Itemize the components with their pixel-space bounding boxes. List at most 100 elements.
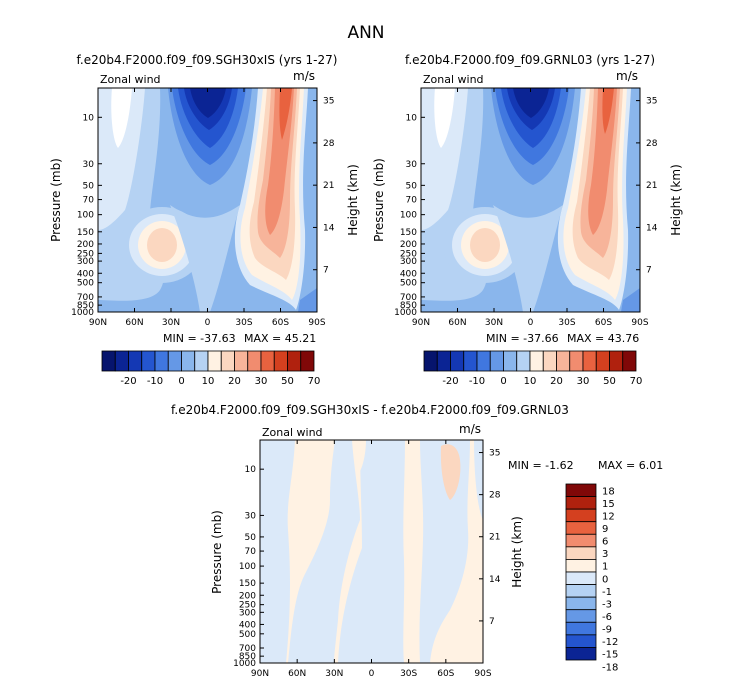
y2-tick-label: 7 [489,617,495,627]
x-tick-label: 60N [288,669,306,679]
panel-diff-y2label: Height (km) [510,516,524,587]
x-tick-label: 30N [162,318,180,328]
colorbar-bin [565,559,597,573]
field-contour [621,288,640,312]
colorbar-bin [273,350,288,372]
panel-diff-field [260,440,483,663]
colorbar-bin [247,350,262,372]
colorbar-bin [595,350,610,372]
colorbar-bin [463,350,478,372]
panel-right-axes: 90N 60N 30N 0 30S 60S 90S103050701001502002503… [394,88,658,328]
colorbar-label: -1 [602,587,612,598]
colorbar-label: 70 [308,376,321,387]
panel-left-y2label: Height (km) [346,164,360,235]
y-tick-label: 10 [83,113,95,123]
y-tick-label: 100 [77,211,94,221]
y-tick-label: 700 [400,293,417,303]
colorbar-label: 20 [228,376,241,387]
y2-tick-label: 28 [646,139,658,149]
field-contour [588,88,617,235]
panel-right-ylabel: Pressure (mb) [372,158,386,242]
colorbar-bin [476,350,491,372]
field-contour [421,88,468,230]
y-tick-label: 300 [400,257,417,267]
y-tick-label: 400 [77,269,94,279]
field-contour [260,440,295,663]
x-tick-label: 60S [272,318,289,328]
colorbar-bin [569,350,584,372]
panel-right-field-label: Zonal wind [423,73,484,86]
colorbar-bin [101,350,116,372]
colorbar-bin [114,350,129,372]
field-contour [190,88,226,118]
y-tick-label: 200 [77,240,94,250]
colorbar-bin [565,634,597,648]
colorbar-bin [300,350,315,372]
y-tick-label: 250 [77,249,94,259]
colorbar-bin [582,350,597,372]
x-tick-label: 30S [558,318,575,328]
colorbar-bin [565,546,597,560]
panel-left-ylabel: Pressure (mb) [49,158,63,242]
field-contour [111,88,132,148]
colorbar-bin [516,350,531,372]
y-tick-label: 150 [400,228,417,238]
x-tick-label: 0 [205,318,211,328]
colorbar-bin [565,533,597,548]
panel-diff-min: MIN = -1.62 [508,459,574,472]
colorbar-label: -3 [602,599,612,610]
panel-left-title: f.e20b4.F2000.f09_f09.SGH30xIS (yrs 1-27… [77,53,338,67]
y2-tick-label: 35 [489,449,500,459]
colorbar-bin [234,350,249,372]
panel-diff-max: MAX = 6.01 [598,459,663,472]
y2-tick-label: 14 [646,223,658,233]
panel-right-field [421,88,640,312]
y-tick-label: 50 [406,181,418,191]
colorbar-bin [141,350,156,372]
colorbar-label: 0 [602,574,608,585]
panel-right-y2label: Height (km) [669,164,683,235]
panel-left-field-label: Zonal wind [100,73,161,86]
panel-right-title: f.e20b4.F2000.f09_f09.GRNL03 (yrs 1-27) [405,53,655,67]
colorbar-label: -6 [602,612,612,623]
colorbar-label: 3 [602,549,608,560]
panel-left-colorbar: -20 -10 0 10 20 30 50 70 [101,350,321,387]
x-tick-label: 60N [125,318,143,328]
colorbar-bin [565,483,597,497]
colorbar-label: -20 [442,376,458,387]
field-contour [288,440,360,663]
panel-right-units: m/s [616,69,638,83]
x-tick-label: 90N [412,318,430,328]
y-tick-label: 50 [83,181,95,191]
y2-tick-label: 35 [323,97,334,107]
x-tick-label: 90S [474,669,491,679]
y-tick-label: 300 [239,608,256,618]
colorbar-label: 20 [550,376,563,387]
field-contour [298,288,317,312]
y-tick-label: 70 [406,196,418,206]
y-tick-label: 1000 [233,659,256,669]
panel-diff-field-label: Zonal wind [262,426,323,439]
colorbar-label: 50 [603,376,616,387]
colorbar-label: 12 [602,511,615,522]
colorbar-bin [529,350,544,372]
y-tick-label: 70 [83,196,95,206]
colorbar-label: 10 [524,376,537,387]
colorbar-bin [503,350,518,372]
panel-right-min: MIN = -37.66 [486,332,559,345]
y-tick-label: 400 [400,269,417,279]
y-tick-label: 100 [239,562,256,572]
field-contour [355,440,366,474]
colorbar-bin [556,350,571,372]
y-tick-label: 150 [77,228,94,238]
field-contour [602,88,614,134]
colorbar-bin [154,350,169,372]
field-contour [440,444,461,500]
colorbar-label: -9 [602,625,612,636]
colorbar-label: -18 [602,662,618,673]
colorbar-label: -10 [469,376,485,387]
x-tick-label: 0 [528,318,534,328]
colorbar-label: 70 [630,376,643,387]
colorbar-label: 0 [178,376,184,387]
field-contour [279,88,292,140]
